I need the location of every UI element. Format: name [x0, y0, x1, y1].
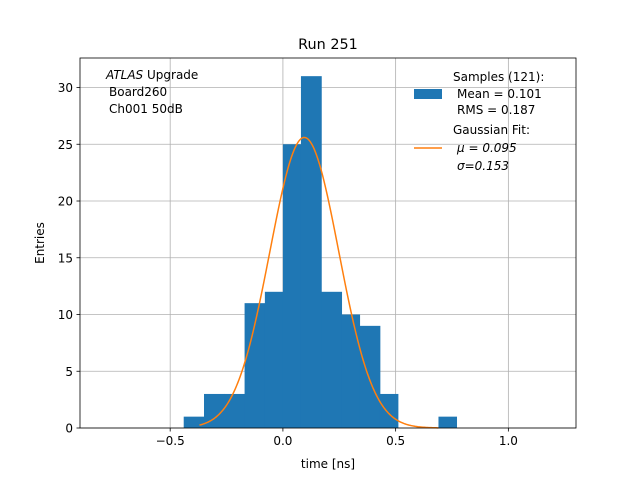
- histogram-bar: [438, 416, 458, 428]
- annotation-channel: Ch001 50dB: [109, 102, 183, 116]
- x-axis-label: time [ns]: [301, 457, 355, 471]
- y-tick-label: 0: [65, 422, 73, 436]
- x-tick-label: 1.0: [499, 434, 518, 448]
- x-tick-label: 0.0: [273, 434, 292, 448]
- y-tick-label: 15: [58, 251, 73, 265]
- legend-fit-mu: μ = 0.095: [456, 141, 517, 155]
- legend-samples-rms: RMS = 0.187: [457, 103, 535, 117]
- x-tick-label: 0.5: [386, 434, 405, 448]
- x-axis-ticks: −0.5 0.0 0.5 1.0: [156, 428, 518, 448]
- histogram-bar: [300, 76, 322, 428]
- annotation-atlas: ATLAS Upgrade: [105, 68, 198, 82]
- histogram-bar: [224, 393, 246, 428]
- histogram-bar: [379, 393, 399, 428]
- annotation-board: Board260: [109, 85, 167, 99]
- histogram-bar: [264, 291, 284, 428]
- y-tick-label: 30: [58, 81, 73, 95]
- y-axis-label: Entries: [33, 222, 47, 264]
- histogram-bar: [359, 325, 381, 428]
- legend-fit-title: Gaussian Fit:: [453, 123, 530, 137]
- chart-title: Run 251: [298, 37, 358, 53]
- gaussian-fit-line: [199, 136, 439, 429]
- plot-frame: [79, 57, 577, 429]
- histogram-bar: [282, 144, 302, 428]
- histogram-bar: [341, 314, 361, 428]
- histogram-bar: [244, 303, 266, 428]
- y-tick-label: 10: [58, 308, 73, 322]
- histogram-bars: [183, 76, 458, 428]
- legend-samples-mean: Mean = 0.101: [457, 87, 542, 101]
- legend-samples-title: Samples (121):: [453, 70, 544, 84]
- legend-samples-swatch: [414, 89, 442, 99]
- y-tick-label: 20: [58, 195, 73, 209]
- x-tick-label: −0.5: [156, 434, 185, 448]
- histogram-bar: [321, 291, 343, 428]
- legend-fit-sigma: σ=0.153: [457, 159, 509, 173]
- histogram-bar: [204, 393, 225, 428]
- y-tick-label: 5: [65, 365, 73, 379]
- y-axis-ticks: 0 5 10 15 20 25 30: [58, 81, 80, 436]
- y-tick-label: 25: [58, 138, 73, 152]
- histogram-bar: [183, 416, 205, 428]
